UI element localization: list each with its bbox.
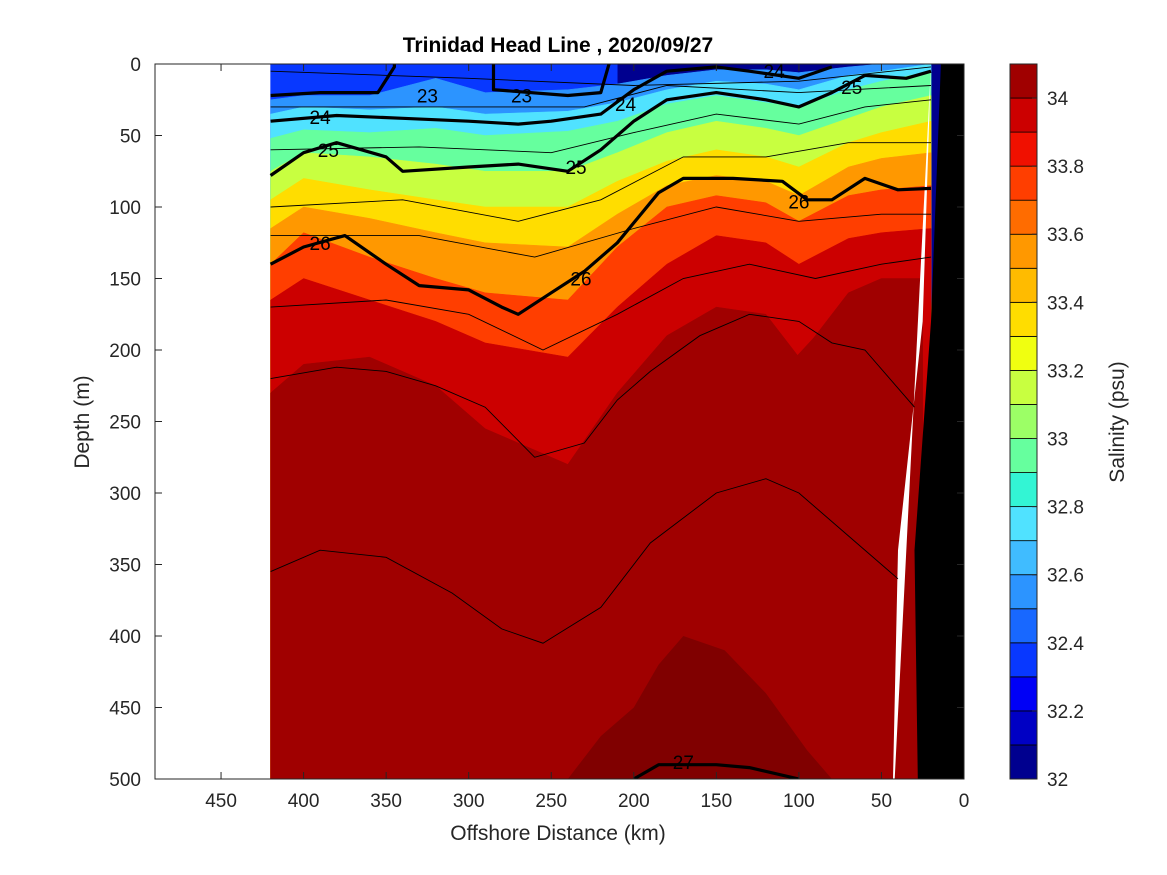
x-tick-label: 100 [783,791,815,812]
contour-label: 26 [310,234,331,255]
colorbar-segment [1009,472,1038,508]
colorbar-segment [1009,574,1038,610]
colorbar-tick-label: 33.2 [1047,361,1084,382]
x-axis-label: Offshore Distance (km) [450,822,666,845]
y-tick-label: 100 [109,198,141,219]
colorbar-tick-label: 32.8 [1047,498,1084,519]
x-tick-label: 150 [700,791,732,812]
thin-contour [270,206,931,258]
y-tick-label: 500 [109,770,141,791]
colorbar-segment [1009,438,1038,473]
y-tick-label: 300 [109,484,141,505]
bathymetry-layer [893,64,964,779]
salinity-fill-layer [270,64,964,779]
colorbar-segment [1009,233,1038,269]
contour-label: 23 [511,86,532,107]
colorbar-tick-label: 34 [1047,89,1069,110]
colorbar-segment [1009,131,1038,167]
x-tick-label: 400 [288,791,320,812]
x-tick-label: 350 [370,791,402,812]
colorbar-segment [1009,608,1038,644]
colorbar-tick-label: 32 [1047,770,1068,791]
colorbar-segment [1009,63,1038,99]
contour-label: 25 [318,141,339,162]
colorbar-segment [1009,165,1038,201]
contour-label: 27 [673,753,694,774]
density-contour [633,763,800,779]
salinity-band-deep [567,636,832,779]
x-tick-label: 0 [959,791,970,812]
colorbar-tick-label: 32.2 [1047,702,1084,723]
density-contour-layer [269,64,932,779]
colorbar-segment [1009,301,1038,337]
colorbar-segment [1009,642,1038,678]
seafloor [914,64,964,779]
contour-label: 23 [417,86,438,107]
colorbar-segment [1009,404,1038,439]
y-axis: 0 50 100 150 200 250 300 350 400 450 500 [109,55,964,791]
colorbar-tick-label: 33.6 [1047,225,1084,246]
colorbar-segment [1009,540,1038,576]
density-contour [491,64,611,98]
contour-label: 26 [788,192,809,213]
thin-contour [270,66,932,86]
y-tick-label: 200 [109,341,141,362]
colorbar-tick-label: 33.4 [1047,293,1084,314]
colorbar-segment [1009,506,1038,542]
colorbar-segment [1009,335,1038,371]
nodata-wedge [893,64,931,779]
contour-label-layer: 23 23 24 24 24 25 25 25 26 26 26 27 [310,62,863,774]
colorbar-segment [1009,676,1038,712]
y-tick-label: 250 [109,413,141,434]
colorbar-tick-label: 33 [1047,430,1068,451]
contour-label: 24 [310,108,332,129]
colorbar-frame [1009,63,1038,780]
y-tick-label: 150 [109,270,141,291]
y-tick-label: 400 [109,627,141,648]
contour-label: 26 [570,270,591,291]
x-axis: 450 400 350 300 250 200 150 100 50 0 [205,64,969,812]
thin-contour [270,478,899,644]
colorbar-segment [1009,97,1038,133]
x-tick-label: 300 [453,791,485,812]
contour-label: 24 [615,95,637,116]
contour-label: 25 [565,158,586,179]
colorbar-tick-label: 32.6 [1047,566,1084,587]
y-tick-label: 450 [109,699,141,720]
x-tick-label: 250 [535,791,567,812]
colorbar-tick-label: 33.8 [1047,157,1084,178]
colorbar-segment [1009,744,1038,780]
colorbar: 32 32.2 32.4 32.6 32.8 33 33.2 33.4 33.6 33.8 34 [1009,63,1084,791]
y-axis-label: Depth (m) [71,375,94,468]
density-contour [270,64,396,98]
colorbar-segment [1009,370,1038,405]
x-tick-label: 200 [618,791,650,812]
colorbar-segment [1009,199,1038,235]
colorbar-segment [1009,710,1038,746]
x-tick-label: 450 [205,791,237,812]
thin-contour [270,99,932,154]
chart-title: Trinidad Head Line , 2020/09/27 [403,34,713,57]
y-tick-label: 0 [130,55,141,76]
colorbar-tick-label: 32.4 [1047,634,1084,655]
salinity-band-core [468,328,898,779]
y-tick-label: 350 [109,556,141,577]
y-tick-label: 50 [120,127,141,148]
thin-contour [270,313,915,458]
contour-label: 25 [841,78,862,99]
density-contour [270,65,833,126]
colorbar-label: Salinity (psu) [1106,361,1129,482]
colorbar-segment [1009,267,1038,303]
density-contour [269,176,932,316]
thin-contour [270,142,931,222]
thin-contour [270,256,932,351]
x-tick-label: 50 [871,791,892,812]
density-contour [269,69,932,177]
contour-label: 24 [764,62,786,83]
